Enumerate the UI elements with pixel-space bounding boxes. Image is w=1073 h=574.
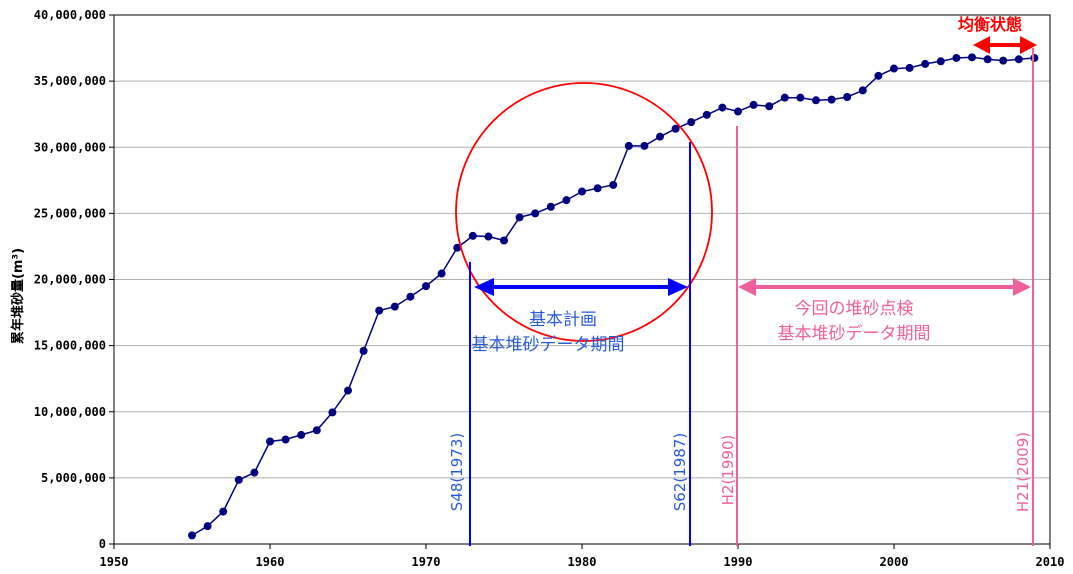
- data-point: [780, 93, 789, 102]
- data-point: [812, 96, 820, 105]
- y-tick-label: 25,000,000: [34, 206, 106, 220]
- data-point: [734, 107, 742, 116]
- gridlines: [113, 14, 1051, 545]
- data-point: [484, 232, 493, 241]
- y-tick-label: 0: [99, 537, 106, 551]
- x-axis-ticks: 1950 1960 1970 1980 1990 2000 2010: [100, 544, 1065, 569]
- data-point: [500, 236, 508, 245]
- y-axis-ticks: 0 5,000,000 10,000,000 15,000,000 20,000,000…: [34, 8, 114, 551]
- data-point: [656, 132, 664, 141]
- current-label-line1: 今回の堆砂点検: [795, 299, 914, 319]
- data-point: [640, 141, 649, 150]
- data-point: [328, 408, 337, 417]
- data-point: [453, 243, 462, 252]
- data-point: [406, 292, 415, 301]
- plan-period-arrow: [474, 278, 688, 296]
- data-point: [905, 63, 914, 72]
- data-point: [890, 64, 898, 73]
- data-point: [250, 468, 259, 477]
- data-point: [952, 53, 961, 62]
- x-tick-label: 1950: [100, 555, 129, 569]
- data-point: [983, 55, 992, 64]
- data-point: [234, 475, 243, 484]
- x-tick-label: 1970: [412, 555, 441, 569]
- data-point: [1030, 53, 1039, 62]
- data-point: [468, 231, 477, 240]
- data-point: [749, 100, 758, 109]
- data-point: [609, 180, 618, 189]
- data-point: [593, 184, 602, 193]
- vline-h21-label: H21(2009): [1014, 432, 1032, 512]
- data-point: [796, 93, 805, 102]
- y-tick-label: 15,000,000: [34, 339, 106, 353]
- data-point: [624, 141, 633, 150]
- x-tick-label: 1990: [724, 555, 753, 569]
- data-point: [687, 118, 696, 127]
- data-point: [188, 531, 196, 540]
- plan-label-line1: 基本計画: [529, 310, 597, 330]
- current-label-line2: 基本堆砂データ期間: [778, 323, 931, 344]
- data-point: [843, 92, 852, 101]
- vline-s48-label: S48(1973): [448, 433, 466, 512]
- data-point: [858, 86, 867, 95]
- data-point: [827, 95, 836, 104]
- current-period-arrow: [738, 278, 1031, 296]
- data-point: [203, 522, 212, 531]
- data-series: [188, 53, 1039, 540]
- data-point: [874, 71, 883, 80]
- y-axis-label: 累年堆砂量(m³): [10, 248, 26, 344]
- x-tick-label: 1960: [256, 555, 285, 569]
- y-tick-label: 30,000,000: [34, 140, 106, 154]
- data-point: [702, 110, 711, 119]
- data-point: [266, 437, 274, 446]
- plan-label-line2: 基本堆砂データ期間: [472, 334, 625, 355]
- data-point: [968, 53, 976, 62]
- highlight-circle: [455, 82, 713, 342]
- data-point: [219, 507, 228, 516]
- data-point: [765, 102, 774, 111]
- equilibrium-arrow: [973, 36, 1037, 54]
- data-point: [1014, 55, 1023, 64]
- data-point: [671, 124, 680, 133]
- data-point: [297, 430, 306, 439]
- data-point: [531, 209, 540, 218]
- data-point: [422, 282, 430, 291]
- data-point: [359, 346, 368, 355]
- data-point: [312, 426, 321, 435]
- data-point: [578, 187, 586, 196]
- data-point: [562, 196, 571, 205]
- data-point: [999, 56, 1008, 65]
- y-tick-label: 5,000,000: [41, 471, 106, 485]
- series-line: [191, 56, 1035, 537]
- y-tick-label: 10,000,000: [34, 405, 106, 419]
- data-point: [546, 202, 555, 211]
- data-point: [515, 213, 524, 222]
- data-point: [344, 386, 352, 395]
- data-point: [936, 57, 945, 66]
- data-point: [390, 302, 399, 311]
- annotations: 基本計画 基本堆砂データ期間 今回の堆砂点検 基本堆砂データ期間 均衡状態 S4…: [448, 15, 1037, 546]
- data-point: [281, 435, 290, 444]
- x-tick-label: 1980: [568, 555, 597, 569]
- x-tick-label: 2010: [1036, 555, 1065, 569]
- data-point: [375, 306, 384, 315]
- y-tick-label: 35,000,000: [34, 74, 106, 88]
- equilibrium-label: 均衡状態: [958, 15, 1022, 34]
- data-point: [921, 59, 930, 68]
- vline-s62-label: S62(1987): [671, 433, 689, 512]
- x-tick-label: 2000: [880, 555, 909, 569]
- y-tick-label: 40,000,000: [34, 8, 106, 22]
- data-point: [718, 103, 727, 112]
- y-tick-label: 20,000,000: [34, 273, 106, 287]
- data-point: [437, 269, 446, 278]
- vline-h2-label: H2(1990): [719, 435, 737, 506]
